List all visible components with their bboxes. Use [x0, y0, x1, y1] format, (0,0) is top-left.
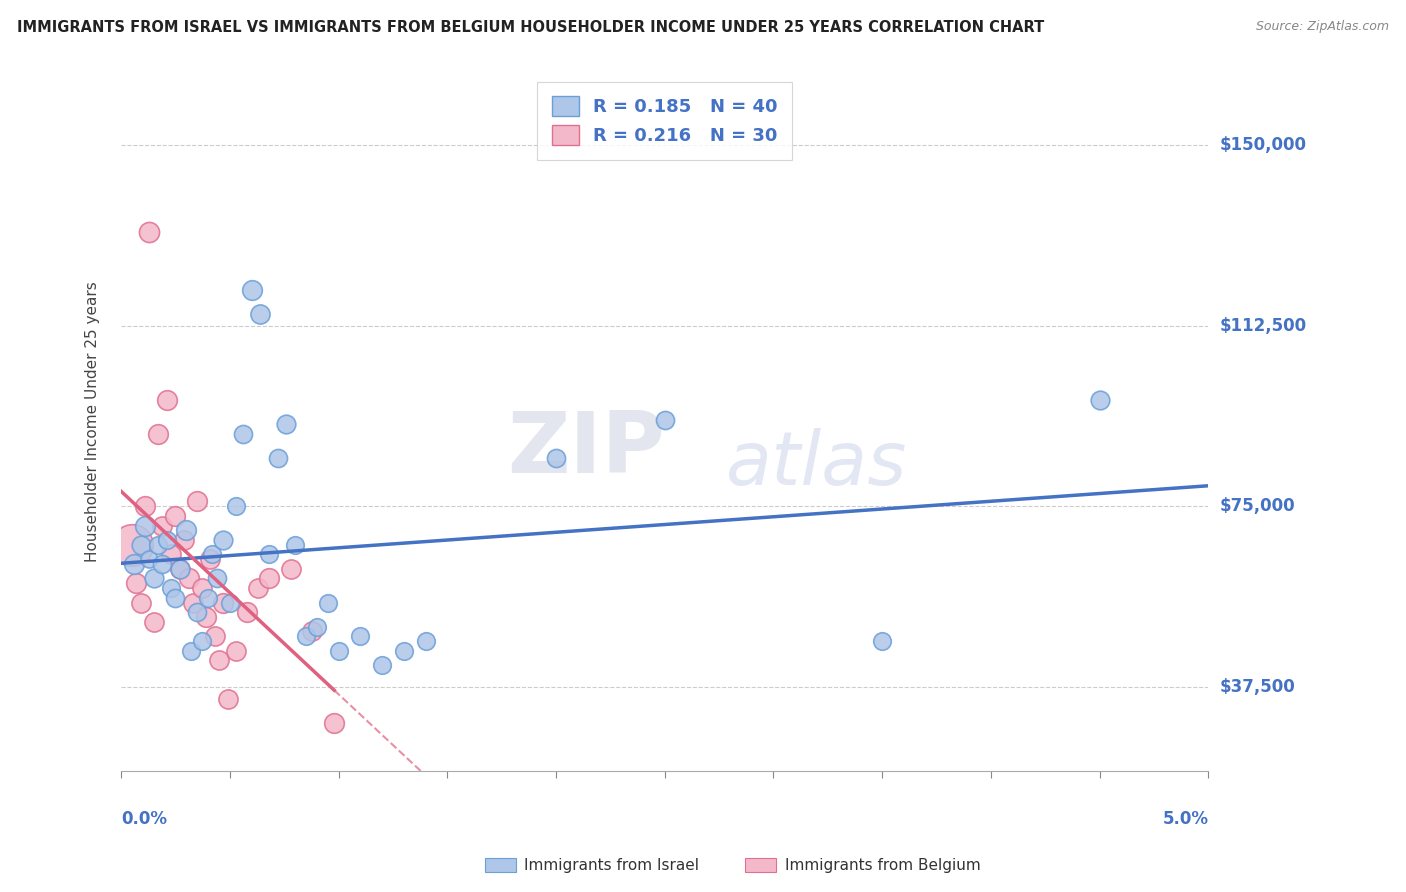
- Point: [208, 653, 231, 667]
- Y-axis label: Householder Income Under 25 years: Householder Income Under 25 years: [86, 282, 100, 562]
- Point: [654, 412, 676, 426]
- Point: [225, 500, 247, 514]
- Point: [257, 548, 280, 562]
- Point: [301, 624, 323, 639]
- Point: [181, 596, 204, 610]
- Point: [236, 605, 259, 619]
- Point: [152, 557, 174, 571]
- Text: $37,500: $37,500: [1219, 678, 1295, 696]
- Point: [146, 427, 169, 442]
- Point: [295, 629, 318, 643]
- Text: $150,000: $150,000: [1219, 136, 1306, 154]
- Point: [305, 619, 328, 633]
- Point: [371, 658, 394, 673]
- Point: [205, 572, 228, 586]
- Point: [169, 562, 191, 576]
- Point: [257, 572, 280, 586]
- Point: [284, 538, 307, 552]
- Text: Source: ZipAtlas.com: Source: ZipAtlas.com: [1256, 20, 1389, 33]
- Point: [218, 596, 240, 610]
- Point: [160, 581, 183, 595]
- Point: [169, 562, 191, 576]
- Point: [323, 715, 346, 730]
- Point: [152, 518, 174, 533]
- Point: [160, 548, 183, 562]
- Point: [247, 581, 270, 595]
- Point: [156, 393, 179, 408]
- Point: [129, 596, 152, 610]
- Point: [129, 538, 152, 552]
- Point: [240, 283, 263, 297]
- Point: [146, 538, 169, 552]
- Text: $112,500: $112,500: [1219, 317, 1306, 334]
- Point: [217, 691, 239, 706]
- Point: [267, 451, 290, 466]
- Point: [186, 605, 208, 619]
- Point: [156, 533, 179, 547]
- Point: [186, 494, 208, 508]
- Point: [328, 643, 350, 657]
- Point: [121, 538, 143, 552]
- Point: [165, 591, 187, 605]
- Text: 0.0%: 0.0%: [121, 810, 167, 828]
- Point: [180, 643, 202, 657]
- Text: IMMIGRANTS FROM ISRAEL VS IMMIGRANTS FROM BELGIUM HOUSEHOLDER INCOME UNDER 25 YE: IMMIGRANTS FROM ISRAEL VS IMMIGRANTS FRO…: [17, 20, 1045, 35]
- Point: [197, 591, 219, 605]
- Point: [392, 643, 415, 657]
- Legend: R = 0.185   N = 40, R = 0.216   N = 30: R = 0.185 N = 40, R = 0.216 N = 30: [537, 82, 792, 160]
- Point: [134, 518, 156, 533]
- Point: [204, 629, 226, 643]
- Point: [225, 643, 247, 657]
- Text: 5.0%: 5.0%: [1163, 810, 1208, 828]
- Point: [316, 596, 339, 610]
- Text: $75,000: $75,000: [1219, 497, 1295, 516]
- Point: [176, 524, 198, 538]
- Point: [200, 552, 222, 566]
- Point: [173, 533, 195, 547]
- Text: atlas: atlas: [727, 428, 908, 500]
- Point: [177, 572, 200, 586]
- Point: [165, 508, 187, 523]
- Point: [190, 634, 212, 648]
- Point: [142, 572, 165, 586]
- Text: ZIP: ZIP: [508, 409, 665, 491]
- Point: [134, 500, 156, 514]
- Point: [138, 225, 160, 239]
- Point: [190, 581, 212, 595]
- Point: [249, 307, 271, 321]
- Point: [212, 596, 235, 610]
- Point: [125, 576, 148, 591]
- Point: [280, 562, 302, 576]
- Text: Immigrants from Belgium: Immigrants from Belgium: [785, 858, 980, 872]
- Point: [1088, 393, 1111, 408]
- Point: [138, 552, 160, 566]
- Point: [122, 557, 145, 571]
- Point: [201, 548, 224, 562]
- Point: [212, 533, 235, 547]
- Point: [544, 451, 567, 466]
- Point: [276, 417, 298, 432]
- Point: [194, 610, 217, 624]
- Point: [415, 634, 437, 648]
- Point: [349, 629, 371, 643]
- Point: [142, 615, 165, 629]
- Point: [870, 634, 893, 648]
- Text: Immigrants from Israel: Immigrants from Israel: [524, 858, 699, 872]
- Point: [232, 427, 254, 442]
